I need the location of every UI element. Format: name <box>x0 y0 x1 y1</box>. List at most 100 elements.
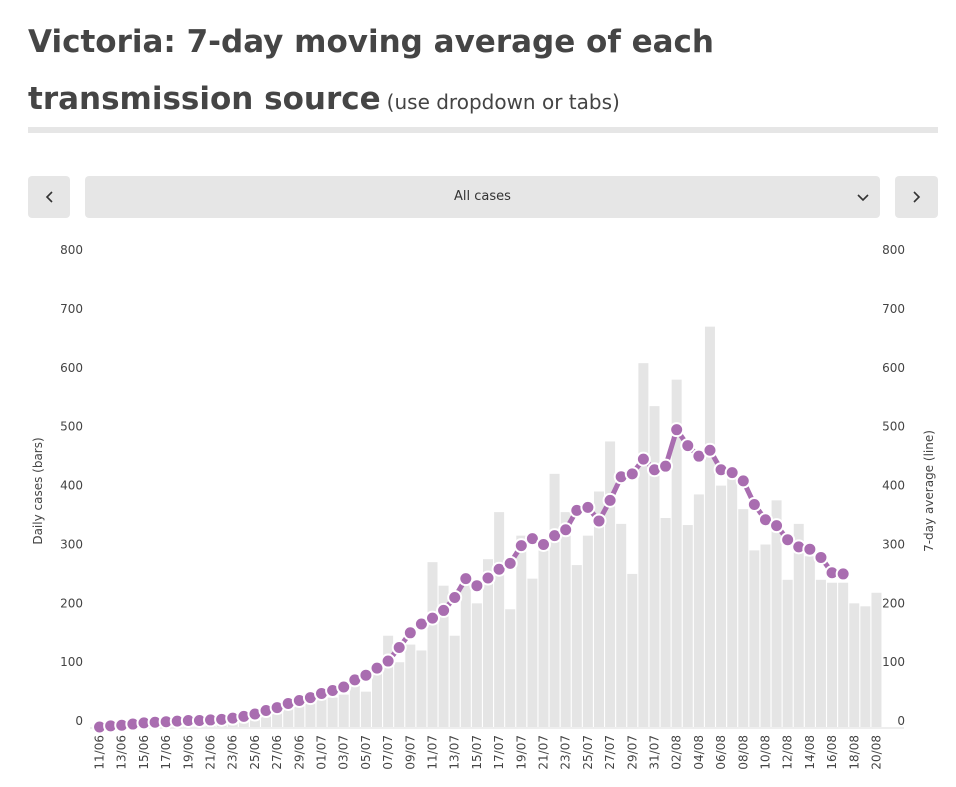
bar <box>227 719 238 727</box>
line-point <box>191 713 207 729</box>
x-tick-label: 03/07 <box>337 735 351 770</box>
x-tick-label: 08/08 <box>736 735 750 770</box>
line-point <box>425 610 441 626</box>
y2-tick-label: 100 <box>882 655 905 669</box>
bar <box>804 556 815 727</box>
bar <box>771 500 782 727</box>
x-tick-label: 13/06 <box>115 735 129 770</box>
x-tick-label: 20/08 <box>869 735 883 770</box>
line-point <box>336 679 352 695</box>
bar <box>860 606 871 727</box>
y-tick-label: 700 <box>60 302 83 316</box>
chevron-left <box>45 191 53 203</box>
line-point <box>114 717 130 733</box>
bar <box>682 525 693 727</box>
line-point <box>624 466 640 482</box>
bar <box>738 509 749 727</box>
line-point <box>236 708 252 724</box>
x-tick-label: 25/06 <box>248 735 262 770</box>
y-tick-label: 800 <box>60 243 83 257</box>
x-tick-label: 29/07 <box>625 735 639 770</box>
line-point <box>780 532 796 548</box>
bar <box>283 708 294 727</box>
bar <box>727 467 738 727</box>
x-tick-label: 25/07 <box>581 735 595 770</box>
bar <box>338 694 349 727</box>
bar <box>305 702 316 727</box>
bar <box>438 585 449 727</box>
bar <box>105 725 116 727</box>
line-point <box>658 458 674 474</box>
line-point <box>569 502 585 518</box>
x-tick-label: 21/07 <box>536 735 550 770</box>
bar <box>249 717 260 727</box>
y-tick-label: 500 <box>60 420 83 434</box>
x-tick-label: 29/06 <box>292 735 306 770</box>
y-tick-label: 0 <box>75 714 83 728</box>
bar <box>549 473 560 727</box>
line-point <box>547 528 563 544</box>
x-tick-label: 16/08 <box>825 735 839 770</box>
bar <box>760 544 771 727</box>
bar <box>849 603 860 727</box>
line-point <box>347 672 363 688</box>
line-point <box>203 712 219 728</box>
dropdown[interactable]: All cases <box>85 176 880 218</box>
y2-tick-label: 800 <box>882 243 905 257</box>
y-axis-label: Daily cases (bars) <box>31 437 45 544</box>
line-point <box>458 571 474 587</box>
line-point <box>591 513 607 529</box>
bar <box>527 578 538 727</box>
line-point <box>680 438 696 454</box>
line-point <box>757 512 773 528</box>
next-button[interactable] <box>895 176 938 218</box>
y2-tick-label: 200 <box>882 596 905 610</box>
line-point <box>602 492 618 508</box>
x-tick-label: 15/07 <box>470 735 484 770</box>
bar <box>649 406 660 727</box>
x-tick-label: 04/08 <box>692 735 706 770</box>
x-tick-label: 21/06 <box>204 735 218 770</box>
x-tick-label: 23/06 <box>226 735 240 770</box>
line-point <box>380 653 396 669</box>
bar <box>349 685 360 727</box>
prev-button[interactable] <box>28 176 70 218</box>
line-point <box>169 713 185 729</box>
title: Victoria: 7-day moving average of each t… <box>28 14 858 131</box>
y2-tick-label: 500 <box>882 420 905 434</box>
x-tick-label: 05/07 <box>359 735 373 770</box>
bar <box>449 635 460 727</box>
bar <box>183 722 194 727</box>
line-point <box>535 536 551 552</box>
bar <box>261 715 272 727</box>
x-tick-label: 11/06 <box>93 735 107 770</box>
y2-tick-label: 0 <box>897 714 905 728</box>
bar <box>416 650 427 727</box>
bar <box>360 691 371 727</box>
bar <box>483 559 493 727</box>
bar <box>660 517 671 727</box>
bar <box>272 712 283 727</box>
bar <box>116 724 127 727</box>
y2-tick-label: 600 <box>882 361 905 375</box>
line-point <box>791 539 807 555</box>
bar <box>327 697 338 727</box>
line-point <box>691 448 707 464</box>
bar <box>593 491 604 727</box>
x-tick-label: 01/07 <box>315 735 329 770</box>
x-tick-label: 27/07 <box>603 735 617 770</box>
line-point <box>180 713 196 729</box>
line-point <box>524 531 540 547</box>
line-point <box>580 499 596 515</box>
x-tick-label: 06/08 <box>714 735 728 770</box>
line-point <box>125 716 141 732</box>
bar <box>516 535 527 727</box>
x-tick-label: 13/07 <box>448 735 462 770</box>
bar <box>638 363 649 727</box>
bar <box>372 668 383 727</box>
bar <box>693 494 704 727</box>
x-tick-label: 17/06 <box>159 735 173 770</box>
bar <box>560 512 571 727</box>
y2-tick-label: 700 <box>882 302 905 316</box>
bar <box>138 723 149 727</box>
